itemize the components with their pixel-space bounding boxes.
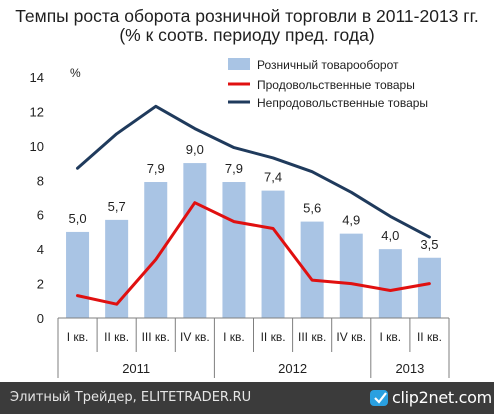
year-group-label: 2011 — [122, 361, 150, 376]
bar-retail — [66, 231, 90, 318]
x-tick-label: III кв. — [142, 330, 170, 344]
chart-subtitle: (% к соотв. периоду пред. года) — [119, 25, 375, 45]
x-tick-label: III кв. — [298, 330, 326, 344]
bar-data-label: 3,5 — [420, 237, 438, 252]
bar-data-label: 7,9 — [147, 161, 165, 176]
legend-label: Непродовольственные товары — [257, 96, 428, 110]
x-tick-label: II кв. — [261, 330, 286, 344]
footer-logo-text[interactable]: clip2net.com — [392, 388, 492, 407]
y-tick-label: 8 — [37, 173, 44, 188]
x-tick-label: II кв. — [104, 330, 129, 344]
bar-data-label: 5,0 — [69, 211, 87, 226]
footer-source-text: Элитный Трейдер, ELITETRADER.RU — [10, 390, 252, 405]
bar-retail — [417, 257, 441, 318]
bar-retail — [183, 163, 207, 318]
bar-retail — [339, 233, 363, 318]
x-tick-label: I кв. — [223, 330, 245, 344]
bar-data-label: 5,6 — [303, 201, 321, 216]
bar-data-label: 4,9 — [342, 213, 360, 228]
legend-swatch-retail — [228, 58, 250, 70]
y-tick-label: 4 — [37, 242, 44, 257]
bar-data-label: 9,0 — [186, 142, 204, 157]
footer-bar: Элитный Трейдер, ELITETRADER.RU clip2net… — [0, 382, 494, 414]
chart-area: 0 2 4 6 8 10 12 14 % 5,0 5,7 7,9 9,0 7,9 7,4 5,6 4,9 4,0 3… — [30, 58, 450, 378]
chart-title: Темпы роста оборота розничной торговли в… — [15, 6, 479, 26]
y-tick-label: 12 — [30, 104, 44, 119]
year-group-label: 2012 — [278, 361, 307, 376]
x-tick-label: I кв. — [67, 330, 89, 344]
y-tick-label: 2 — [37, 277, 44, 292]
x-tick-label: IV кв. — [336, 330, 366, 344]
bar-retail — [144, 182, 168, 318]
y-tick-label: 14 — [30, 70, 44, 85]
legend-label: Розничный товарооборот — [257, 58, 399, 72]
bar-retail — [261, 190, 285, 318]
x-tick-label: IV кв. — [180, 330, 210, 344]
bar-data-label: 7,9 — [225, 161, 243, 176]
y-axis-unit-label: % — [70, 66, 81, 80]
line-food — [76, 201, 431, 306]
clip2net-logo-icon — [370, 390, 388, 406]
bar-retail — [105, 219, 129, 318]
y-tick-label: 6 — [37, 208, 44, 223]
bar-retail — [300, 221, 324, 318]
bar-retail — [378, 249, 402, 318]
y-tick-label: 0 — [37, 311, 44, 326]
x-tick-label: II кв. — [417, 330, 442, 344]
bar-data-label: 7,4 — [264, 170, 282, 185]
y-tick-label: 10 — [30, 139, 44, 154]
bar-retail — [222, 182, 246, 318]
bar-data-label: 5,7 — [108, 199, 126, 214]
x-tick-label: I кв. — [380, 330, 402, 344]
year-group-label: 2013 — [395, 361, 424, 376]
bar-data-label: 4,0 — [381, 228, 399, 243]
legend-label: Продовольственные товары — [257, 78, 415, 92]
line-nonfood — [76, 104, 431, 239]
